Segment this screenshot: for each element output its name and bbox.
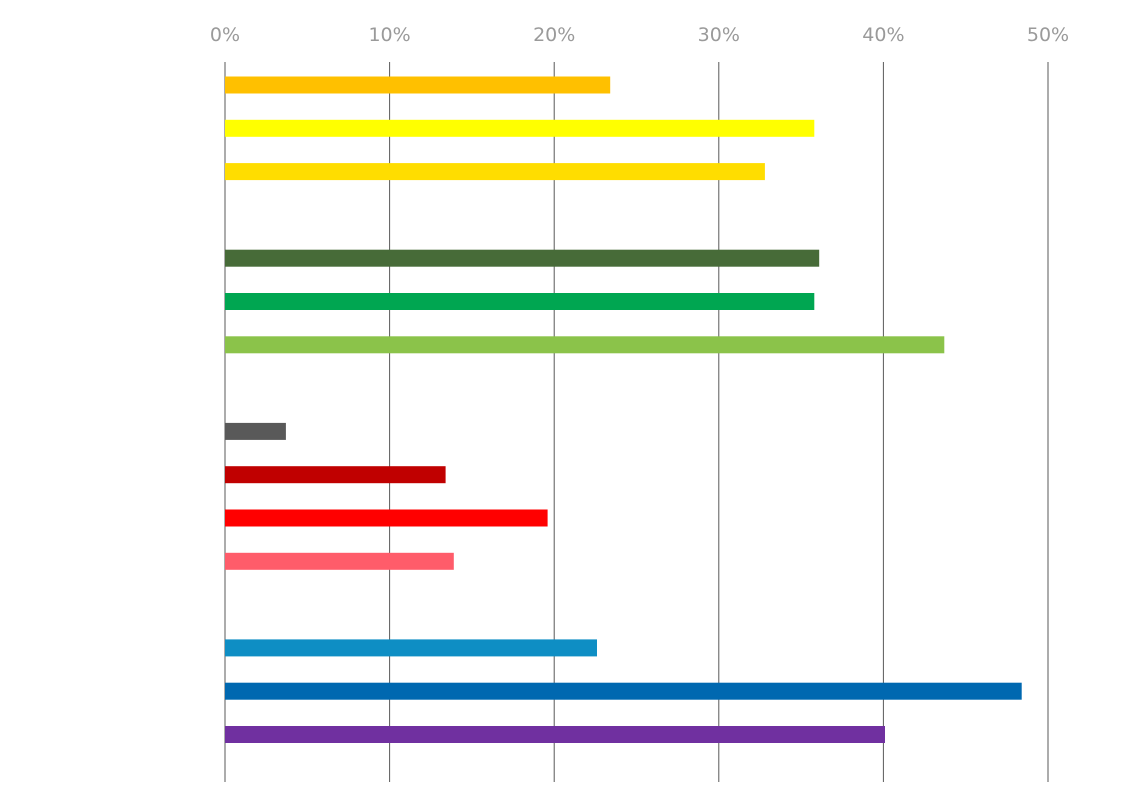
bar-group-4-item-3 <box>225 726 885 743</box>
x-axis-tick-labels: 0% 10% 20% 30% 40% 50% <box>210 24 1069 46</box>
bar-group-3-item-3 <box>225 509 548 527</box>
x-tick-label: 50% <box>1027 24 1069 46</box>
bar-group-1-item-3 <box>225 163 765 181</box>
bar-group-1-item-2 <box>225 119 815 137</box>
x-tick-label: 10% <box>368 24 410 46</box>
bar-group-2-item-3 <box>225 336 945 354</box>
x-tick-label: 20% <box>533 24 575 46</box>
x-tick-label: 0% <box>210 24 240 46</box>
gridlines <box>224 62 1049 782</box>
bar-group-3-item-2 <box>225 466 446 484</box>
bar-group-3-item-4 <box>225 552 454 570</box>
bar-group-2-item-1 <box>225 249 820 267</box>
bar-group-3-item-1 <box>225 422 286 440</box>
bar-group-4-item-2 <box>225 682 1022 700</box>
bar-group-1-item-1 <box>225 76 611 94</box>
x-tick-label: 40% <box>862 24 904 46</box>
bar-group-2-item-2 <box>225 293 815 310</box>
bars <box>225 76 1022 743</box>
bar-group-4-item-1 <box>225 639 597 657</box>
x-tick-label: 30% <box>698 24 740 46</box>
